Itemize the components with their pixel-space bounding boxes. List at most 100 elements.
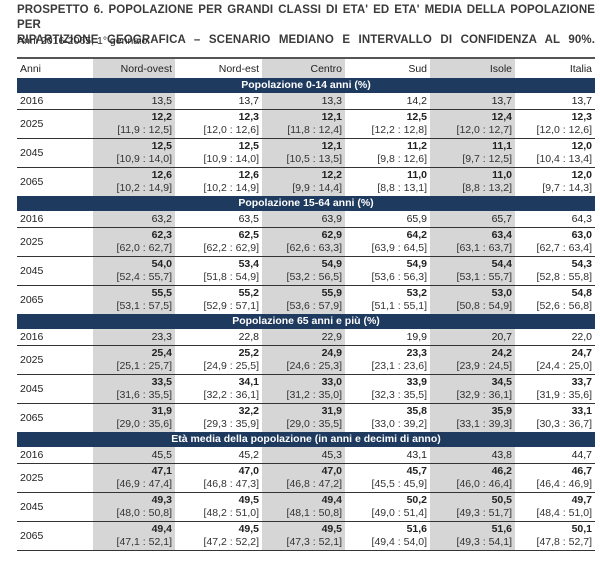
confidence-interval: [29,3 : 35,9] (203, 418, 259, 430)
value-cell-centro: 31,9 [29,0 : 35,5] (262, 403, 345, 432)
table-subtitle: Anni 2016-2065, 1° gennaio. (17, 35, 151, 47)
col-header-nord-ovest: Nord-ovest (93, 58, 175, 78)
value-cell-nord-est: 34,1 [32,2 : 36,1] (175, 374, 262, 404)
median-value: 11,1 (492, 140, 512, 152)
value-cell-italia: 63,0 [62,7 : 63,4] (515, 227, 595, 257)
median-value: 12,3 (571, 111, 592, 123)
table-body: Popolazione 0-14 anni (%) 2016 13,5 13,7 13,… (17, 78, 595, 551)
confidence-interval: [62,2 : 62,9] (203, 242, 259, 254)
value-cell-italia: 54,8 [52,6 : 56,8] (515, 285, 595, 314)
value-cell-sud: 14,2 (406, 95, 427, 107)
confidence-interval: [33,0 : 39,2] (371, 418, 427, 430)
section-title: Popolazione 0-14 anni (%) (17, 78, 595, 93)
median-value: 47,0 (321, 465, 342, 477)
col-header-sud: Sud (408, 62, 427, 75)
confidence-interval: [12,0 : 12,7] (456, 124, 512, 136)
median-value: 24,7 (571, 347, 592, 359)
value-cell-sud: 50,2 [49,0 : 51,4] (345, 492, 430, 522)
year-cell: 2065 (17, 403, 93, 432)
median-value: 12,0 (571, 169, 592, 181)
median-value: 50,2 (406, 494, 427, 506)
confidence-interval: [48,0 : 50,8] (116, 507, 172, 519)
value-cell-nord-est: 55,2 [52,9 : 57,1] (175, 285, 262, 314)
median-value: 49,5 (238, 494, 259, 506)
value-cell-nord-est: 53,4 [51,8 : 54,9] (175, 256, 262, 286)
median-value: 46,7 (571, 465, 592, 477)
value-cell-nord-est: 12,3 [12,0 : 12,6] (175, 109, 262, 139)
value-cell-isole: 63,4 [63,1 : 63,7] (430, 227, 515, 257)
value-cell-nord-ovest: 25,4 [25,1 : 25,7] (93, 345, 175, 375)
confidence-interval: [11,9 : 12,5] (117, 124, 172, 136)
title-line-1: PROSPETTO 6. POPOLAZIONE PER GRANDI CLAS… (17, 4, 595, 31)
value-cell-centro: 49,4 [48,1 : 50,8] (262, 492, 345, 522)
value-cell-italia: 12,3 [12,0 : 12,6] (515, 109, 595, 139)
median-value: 49,5 (321, 523, 342, 535)
table-row: 2065 12,6 [10,2 : 14,9] 12,6 [10,2 : 14,9] 12… (17, 167, 595, 196)
value-cell-nord-ovest: 13,5 (93, 93, 175, 110)
col-header-italia: Italia (569, 62, 592, 75)
median-value: 11,0 (407, 169, 427, 181)
confidence-interval: [10,9 : 14,0] (116, 153, 172, 165)
value-cell-sud: 11,2 [9,8 : 12,6] (345, 138, 430, 168)
median-value: 33,9 (406, 376, 427, 388)
value-cell-italia: 49,7 [48,4 : 51,0] (515, 492, 595, 522)
median-value: 49,5 (238, 523, 259, 535)
value-cell-isole: 11,1 [9,7 : 12,5] (430, 138, 515, 168)
confidence-interval: [24,9 : 25,5] (203, 360, 259, 372)
value-cell-centro: 54,9 [53,2 : 56,5] (262, 256, 345, 286)
value-cell-italia: 44,7 (571, 449, 592, 461)
value-cell-nord-ovest: 45,5 (93, 447, 175, 464)
section-header-row: Popolazione 0-14 anni (%) (17, 78, 595, 93)
value-cell-nord-ovest: 49,3 [48,0 : 50,8] (93, 492, 175, 522)
value-cell-nord-est: 25,2 [24,9 : 25,5] (175, 345, 262, 375)
median-value: 50,5 (491, 494, 512, 506)
value-cell-italia: 33,1 [30,3 : 36,7] (515, 403, 595, 432)
value-cell-italia: 13,7 (571, 95, 592, 107)
median-value: 11,2 (407, 140, 427, 152)
confidence-interval: [9,7 : 12,5] (462, 153, 512, 165)
median-value: 62,5 (238, 229, 259, 241)
year-cell: 2045 (17, 492, 93, 522)
confidence-interval: [46,9 : 47,4] (116, 478, 172, 490)
median-value: 32,2 (238, 405, 259, 417)
median-value: 54,9 (406, 258, 427, 270)
col-header-isole: Isole (430, 58, 515, 78)
table-row: 2016 63,2 63,5 63,9 65,9 65,7 64,3 (17, 211, 595, 228)
value-cell-isole: 53,0 [50,8 : 54,9] (430, 285, 515, 314)
confidence-interval: [48,1 : 50,8] (286, 507, 342, 519)
col-header-anni: Anni (20, 62, 42, 75)
table-row: 2016 45,5 45,2 45,3 43,1 43,8 44,7 (17, 447, 595, 464)
confidence-interval: [11,8 : 12,4] (287, 124, 342, 136)
confidence-interval: [46,8 : 47,3] (203, 478, 259, 490)
confidence-interval: [10,4 : 13,4] (536, 153, 592, 165)
table-row: 2065 31,9 [29,0 : 35,6] 32,2 [29,3 : 35,9] 31… (17, 403, 595, 432)
median-value: 35,9 (491, 405, 512, 417)
confidence-interval: [32,2 : 36,1] (203, 389, 259, 401)
median-value: 45,7 (406, 465, 427, 477)
median-value: 34,5 (491, 376, 512, 388)
median-value: 62,9 (321, 229, 342, 241)
value-cell-isole: 11,0 [8,8 : 13,2] (430, 167, 515, 196)
median-value: 12,3 (238, 111, 259, 123)
confidence-interval: [51,8 : 54,9] (203, 271, 259, 283)
median-value: 51,6 (406, 523, 427, 535)
table-row: 2045 54,0 [52,4 : 55,7] 53,4 [51,8 : 54,9] 54… (17, 256, 595, 286)
value-cell-centro: 45,3 (262, 447, 345, 464)
value-cell-isole: 54,4 [53,1 : 55,7] (430, 256, 515, 286)
year-cell: 2025 (17, 463, 93, 493)
confidence-interval: [10,9 : 14,0] (203, 153, 259, 165)
median-value: 33,1 (571, 405, 592, 417)
value-cell-centro: 12,1 [10,5 : 13,5] (262, 138, 345, 168)
median-value: 12,2 (151, 111, 172, 123)
value-cell-nord-est: 12,6 [10,2 : 14,9] (175, 167, 262, 196)
year-cell: 2045 (17, 138, 93, 168)
confidence-interval: [33,1 : 39,3] (456, 418, 512, 430)
median-value: 53,0 (491, 287, 512, 299)
value-cell-italia: 50,1 [47,8 : 52,7] (515, 521, 595, 551)
value-cell-nord-ovest: 31,9 [29,0 : 35,6] (93, 403, 175, 432)
confidence-interval: [46,4 : 46,9] (536, 478, 592, 490)
median-value: 55,9 (321, 287, 342, 299)
value-cell-isole: 51,6 [49,3 : 54,1] (430, 521, 515, 551)
median-value: 31,9 (321, 405, 342, 417)
value-cell-sud: 19,9 (406, 331, 427, 343)
